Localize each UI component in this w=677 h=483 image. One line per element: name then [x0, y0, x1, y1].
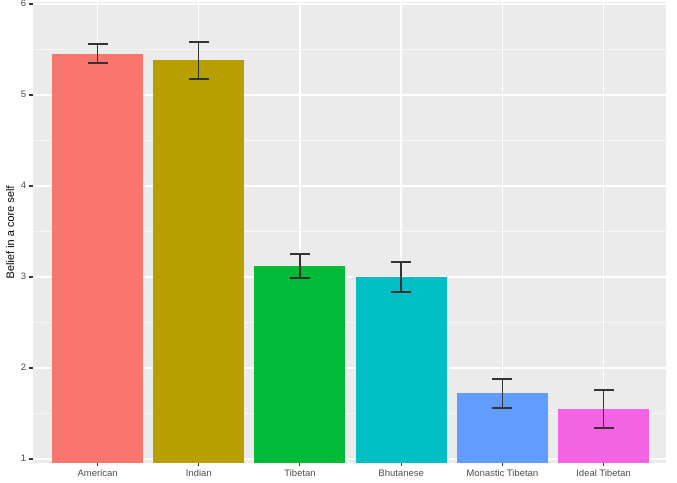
gridline-minor	[33, 322, 666, 323]
gridline-minor	[33, 49, 666, 50]
x-tick-label: Tibetan	[284, 468, 316, 479]
plot-panel	[33, 2, 666, 463]
gridline-vertical	[501, 2, 504, 463]
gridline-vertical	[299, 2, 301, 463]
bar-bhutanese	[355, 277, 447, 463]
bar-monastic-tibetan	[456, 393, 548, 463]
gridline-minor	[33, 413, 666, 414]
y-tick-label: 1	[20, 453, 26, 464]
gridline-vertical	[602, 2, 605, 463]
x-axis-tick	[400, 463, 402, 466]
gridline-vertical	[400, 2, 402, 463]
bar-tibetan	[254, 266, 346, 463]
bar-ideal-tibetan	[558, 408, 649, 463]
x-axis-tick	[299, 463, 301, 466]
gridline-major	[33, 3, 666, 5]
x-axis-tick	[198, 463, 200, 466]
x-tick-label: Ideal Tibetan	[576, 468, 631, 479]
x-tick-label: American	[77, 468, 118, 479]
gridline-major	[33, 185, 666, 187]
x-axis-tick	[602, 463, 605, 466]
bar-american	[52, 54, 143, 463]
x-tick-label: Monastic Tibetan	[466, 468, 539, 479]
y-tick-label: 6	[20, 0, 26, 9]
gridline-major	[33, 367, 666, 369]
x-axis-tick	[96, 463, 99, 466]
x-axis-tick	[501, 463, 503, 466]
gridline-major	[33, 458, 666, 460]
x-tick-label: Indian	[185, 468, 212, 479]
y-tick-label: 2	[20, 362, 26, 373]
y-tick-label: 5	[20, 89, 26, 100]
gridline-minor	[33, 231, 666, 232]
gridline-minor	[33, 140, 666, 141]
gridline-major	[33, 276, 666, 278]
x-tick-label: Bhutanese	[378, 468, 424, 479]
bar-indian	[153, 60, 245, 463]
gridline-major	[33, 94, 666, 96]
y-axis-title: Belief in a core self	[5, 185, 17, 279]
